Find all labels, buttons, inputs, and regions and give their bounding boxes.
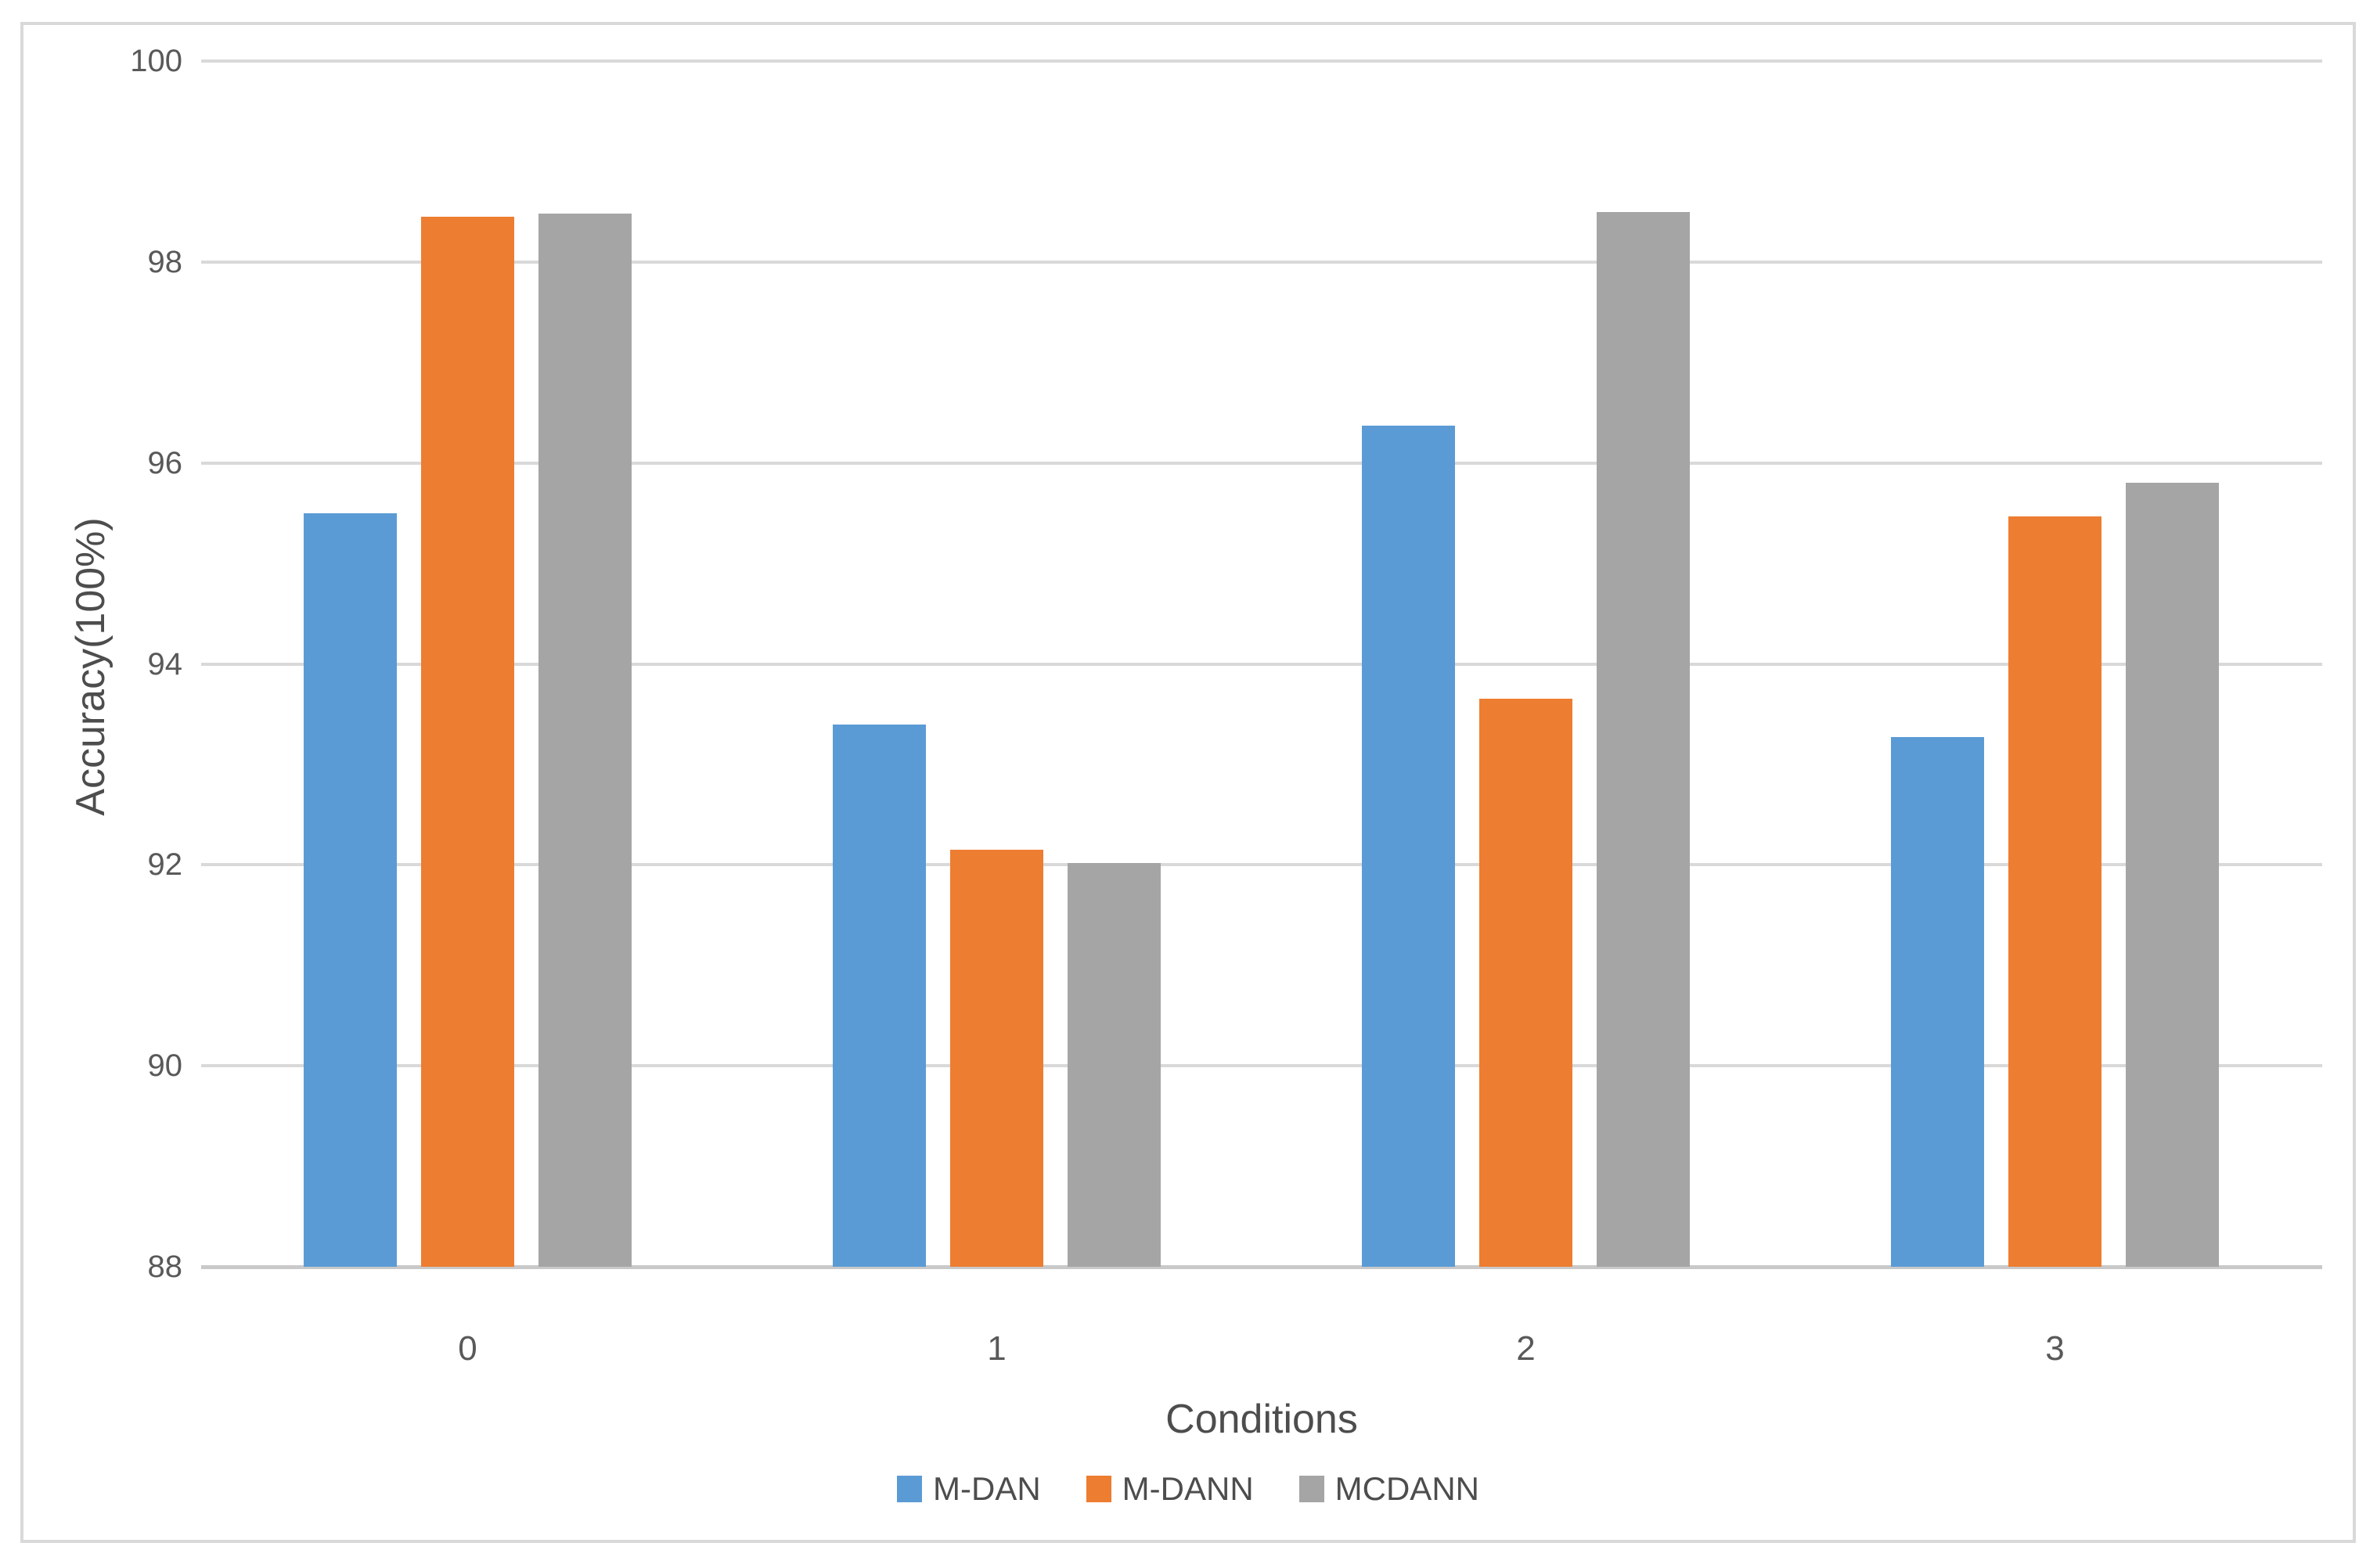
gridline-98 [201, 260, 2322, 264]
y-axis-tick-label-92: 92 [147, 847, 183, 883]
bar-m-dann-category-1 [950, 850, 1043, 1267]
x-axis-category-label-3: 3 [2045, 1329, 2065, 1368]
bar-m-dan-category-1 [833, 724, 926, 1267]
bar-mcdann-category-2 [1597, 211, 1690, 1267]
bar-m-dann-category-0 [421, 217, 514, 1267]
x-axis-line [201, 1265, 2322, 1269]
gridline-96 [201, 461, 2322, 465]
legend: M-DAN M-DANN MCDANN [20, 1471, 2356, 1507]
gridline-90 [201, 1064, 2322, 1068]
gridline-94 [201, 662, 2322, 666]
x-axis-category-label-0: 0 [458, 1329, 477, 1368]
legend-item-m-dann: M-DANN [1086, 1471, 1254, 1507]
bar-m-dann-category-3 [2008, 516, 2101, 1267]
legend-label-m-dan: M-DAN [933, 1470, 1041, 1507]
legend-swatch-m-dan [897, 1476, 923, 1502]
legend-item-m-dan: M-DAN [897, 1471, 1041, 1507]
y-axis-tick-label-100: 100 [130, 44, 182, 78]
legend-label-m-dann: M-DANN [1122, 1470, 1254, 1507]
y-axis-tick-label-88: 88 [147, 1250, 183, 1284]
bar-m-dan-category-0 [304, 512, 397, 1267]
legend-swatch-mcdann [1298, 1476, 1324, 1502]
gridline-100 [201, 59, 2322, 63]
x-axis-category-label-2: 2 [1516, 1329, 1536, 1368]
y-axis-tick-label-94: 94 [147, 646, 183, 682]
y-axis-tick-label-96: 96 [147, 445, 183, 480]
bar-mcdann-category-3 [2126, 483, 2219, 1267]
legend-label-mcdann: MCDANN [1334, 1470, 1479, 1507]
gridline-92 [201, 863, 2322, 867]
y-axis-tick-label-90: 90 [147, 1048, 183, 1084]
bar-mcdann-category-1 [1068, 862, 1161, 1267]
bar-m-dann-category-2 [1479, 699, 1572, 1267]
bar-mcdann-category-0 [538, 214, 632, 1267]
x-axis-category-label-1: 1 [987, 1329, 1007, 1368]
bar-m-dan-category-3 [1891, 737, 1984, 1267]
x-axis-title: Conditions [1165, 1397, 1358, 1442]
legend-item-mcdann: MCDANN [1298, 1470, 1479, 1507]
y-axis-title: Accuracy(100%) [68, 517, 113, 816]
bar-m-dan-category-2 [1362, 426, 1455, 1267]
y-axis-tick-label-98: 98 [147, 244, 183, 279]
legend-swatch-m-dann [1086, 1476, 1111, 1502]
